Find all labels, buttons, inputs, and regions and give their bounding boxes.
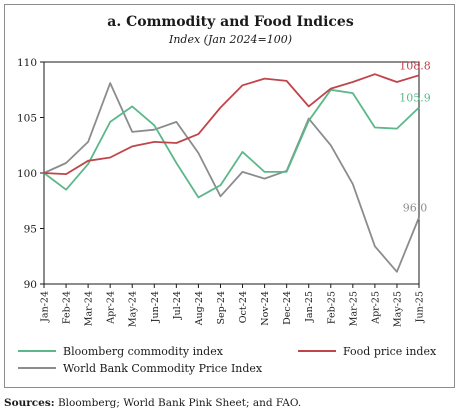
legend-label-2: World Bank Commodity Price Index bbox=[63, 362, 263, 375]
series-line-0 bbox=[43, 88, 420, 199]
x-tick-label: Dec-24 bbox=[282, 291, 293, 325]
x-tick-label: Jun-24 bbox=[150, 291, 161, 323]
series-lines bbox=[43, 73, 420, 273]
x-tick-label: Mar-25 bbox=[348, 291, 359, 326]
series-line-1 bbox=[43, 73, 420, 176]
source-note: Sources: Bloomberg; World Bank Pink Shee… bbox=[4, 397, 301, 409]
y-tick-label: 110 bbox=[17, 57, 37, 69]
x-tick-label: Aug-24 bbox=[194, 291, 205, 326]
y-tick-label: 95 bbox=[24, 224, 37, 236]
series-end-labels: 96.0 105.9 108.8 bbox=[399, 59, 431, 214]
series-line-2 bbox=[43, 82, 420, 273]
x-tick-label: Feb-24 bbox=[62, 291, 73, 324]
x-tick-label: Jul-24 bbox=[172, 291, 183, 320]
chart-panel bbox=[4, 4, 455, 388]
x-tick-label: Jan-24 bbox=[40, 291, 51, 323]
legend-label-0: Bloomberg commodity index bbox=[63, 345, 224, 358]
x-tick-label: Nov-24 bbox=[260, 291, 271, 326]
source-text: Bloomberg; World Bank Pink Sheet; and FA… bbox=[54, 397, 302, 409]
legend-label-1: Food price index bbox=[343, 345, 437, 358]
x-tick-label: Apr-25 bbox=[370, 291, 381, 325]
source-label: Sources: bbox=[4, 397, 55, 409]
chart-title: a. Commodity and Food Indices bbox=[107, 14, 354, 30]
x-tick-label: Jun-25 bbox=[415, 291, 426, 323]
x-tick-label: Feb-25 bbox=[326, 291, 337, 324]
end-label-1: 108.8 bbox=[399, 59, 431, 72]
end-label-0: 105.9 bbox=[399, 92, 431, 105]
x-tick-label: Apr-24 bbox=[106, 291, 117, 325]
chart-subtitle: Index (Jan 2024=100) bbox=[168, 33, 293, 46]
y-tick-label: 100 bbox=[17, 168, 37, 180]
y-axis-ticks: 90 95 100 105 110 bbox=[17, 57, 44, 291]
end-label-2: 96.0 bbox=[403, 201, 428, 214]
x-axis-ticks: Jan-24 Feb-24 Mar-24 Apr-24 May-24 Jun-24 Jul-… bbox=[40, 284, 426, 327]
x-tick-label: Mar-24 bbox=[84, 291, 95, 326]
x-tick-label: Oct-24 bbox=[238, 291, 249, 323]
x-tick-label: May-25 bbox=[392, 291, 403, 327]
x-tick-label: May-24 bbox=[128, 291, 139, 327]
x-tick-label: Sep-24 bbox=[216, 291, 227, 325]
y-tick-label: 105 bbox=[17, 113, 37, 125]
legend: Bloomberg commodity index Food price inde… bbox=[18, 345, 437, 375]
x-tick-label: Jan-25 bbox=[304, 291, 315, 323]
y-tick-label: 90 bbox=[24, 279, 37, 291]
